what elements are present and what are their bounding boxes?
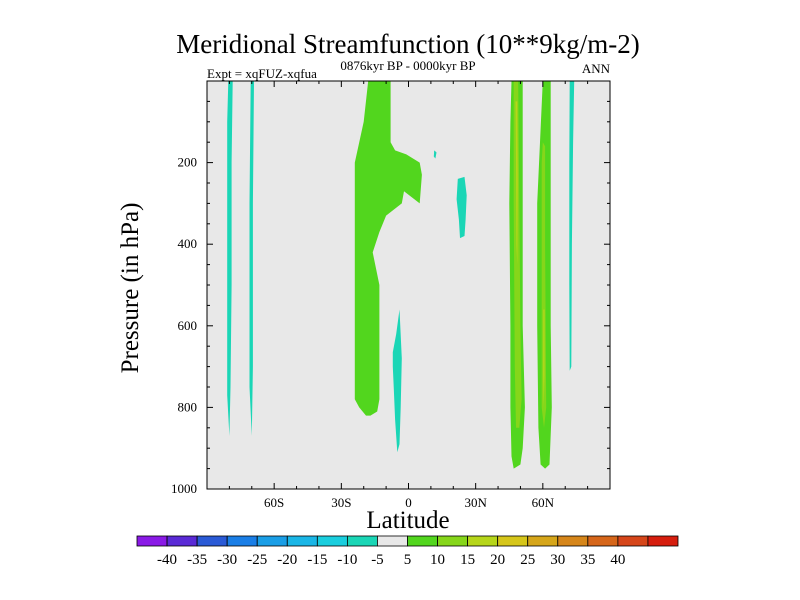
colorbar-swatch	[196, 535, 228, 547]
contour-regions	[227, 81, 575, 469]
contour-region-3	[392, 309, 402, 453]
colorbar-label: 15	[460, 552, 475, 568]
contour-region-6	[569, 81, 575, 371]
colorbar-swatch	[377, 535, 408, 547]
colorbar-label: 10	[430, 552, 445, 568]
x-tick-label: 60N	[532, 495, 555, 510]
colorbar-swatch	[136, 535, 168, 547]
colorbar-label: -5	[371, 552, 384, 568]
axis-ticks: 60S 30S 0 30N 60N 200 400 600 800 1000	[171, 80, 611, 510]
colorbar-label: 25	[520, 552, 535, 568]
contour-region-11	[541, 142, 547, 428]
y-tick-label: 600	[178, 318, 198, 333]
contour-region-15	[558, 81, 560, 449]
contour-region-2	[249, 81, 254, 436]
colorbar-swatch	[286, 535, 318, 547]
colorbar-label: -25	[247, 552, 267, 568]
y-axis-title: Pressure (in hPa)	[117, 203, 144, 374]
season-label: ANN	[582, 61, 611, 76]
colorbar-label: -15	[307, 552, 327, 568]
colorbar-swatch	[467, 535, 499, 547]
colorbar-swatch	[497, 535, 529, 547]
colorbar-label: -10	[337, 552, 357, 568]
y-tick-label: 200	[178, 155, 198, 170]
colorbar-swatch	[316, 535, 348, 547]
experiment-label: Expt = xqFUZ-xqfua	[207, 66, 317, 81]
colorbar-label: -40	[157, 552, 177, 568]
colorbar-swatch	[587, 535, 619, 547]
x-tick-label: 30S	[331, 495, 351, 510]
chart-title: Meridional Streamfunction (10**9kg/m-2)	[176, 29, 639, 59]
colorbar-swatch	[226, 535, 258, 547]
period-label: 0876kyr BP - 0000kyr BP	[340, 58, 475, 73]
x-tick-label: 60S	[264, 495, 284, 510]
colorbar-swatch	[527, 535, 559, 547]
colorbar-swatch	[346, 535, 378, 547]
contour-region-1	[227, 81, 233, 436]
contour-region-4	[456, 176, 467, 239]
x-tick-label: 30N	[464, 495, 487, 510]
y-tick-label: 400	[178, 236, 198, 251]
colorbar-label: 30	[550, 552, 565, 568]
contour-region-5	[433, 150, 437, 159]
colorbar: -40 -35 -30 -25 -20 -15 -10 -5 5 10 15 20 25 30 35 40	[136, 535, 679, 568]
colorbar-label: 5	[404, 552, 412, 568]
contour-region-7	[354, 81, 422, 416]
x-axis-title: Latitude	[366, 507, 449, 534]
colorbar-label: 20	[490, 552, 505, 568]
contour-region-10	[513, 81, 522, 428]
colorbar-swatch	[617, 535, 649, 547]
colorbar-swatch	[166, 535, 198, 547]
colorbar-label: -35	[187, 552, 207, 568]
x-tick-label: 0	[405, 495, 412, 510]
y-tick-label: 800	[178, 399, 198, 414]
contour-region-13	[543, 309, 545, 408]
colorbar-swatch	[407, 535, 438, 547]
contour-region-14	[242, 81, 244, 375]
colorbar-label: 40	[610, 552, 625, 568]
colorbar-swatch	[256, 535, 288, 547]
y-tick-label: 1000	[171, 481, 197, 496]
colorbar-swatch	[437, 535, 469, 547]
colorbar-label: 35	[580, 552, 595, 568]
contour-region-12	[515, 101, 518, 265]
colorbar-swatch	[647, 535, 679, 547]
colorbar-swatch	[557, 535, 589, 547]
colorbar-label: -30	[217, 552, 237, 568]
colorbar-label: -20	[277, 552, 297, 568]
